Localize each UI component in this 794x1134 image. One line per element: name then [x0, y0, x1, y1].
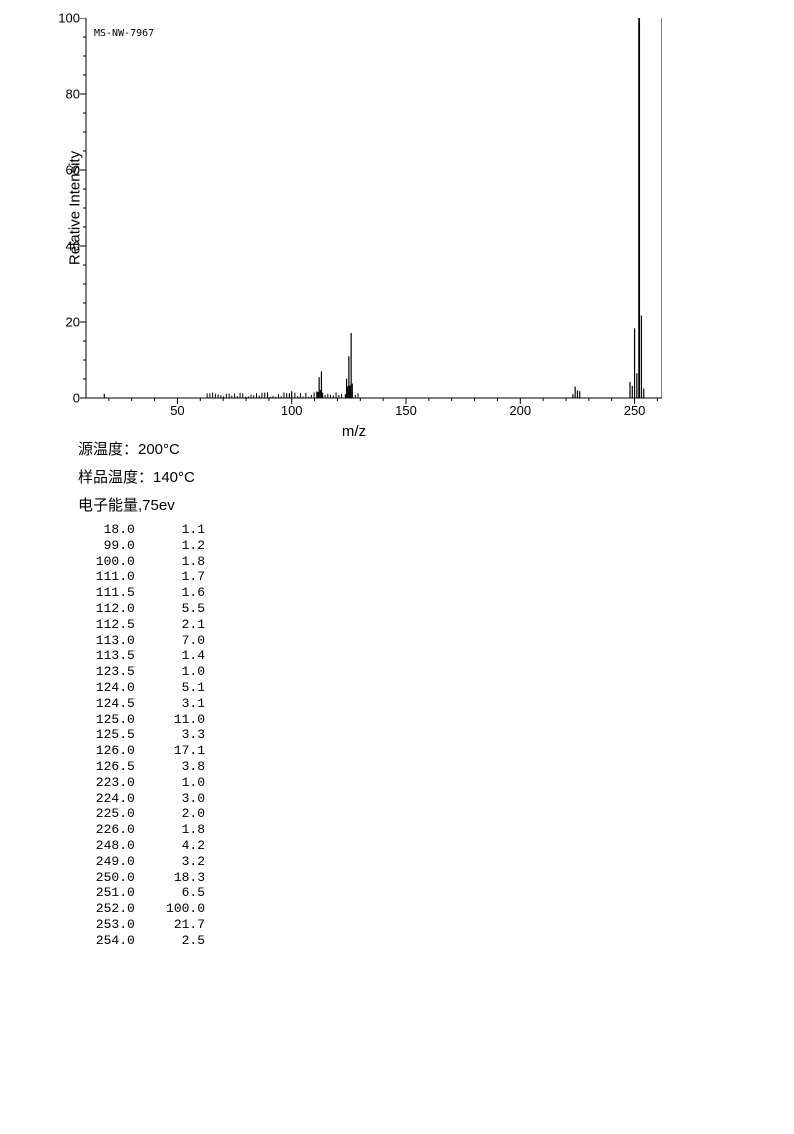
y-tick-label: 20: [66, 315, 80, 330]
x-tick-label: 100: [281, 403, 303, 418]
table-row: 253.0 21.7: [88, 917, 205, 933]
y-tick-label: 40: [66, 239, 80, 254]
table-row: 252.0 100.0: [88, 901, 205, 917]
table-row: 126.0 17.1: [88, 743, 205, 759]
table-row: 254.0 2.5: [88, 933, 205, 949]
spectrum-plot: [46, 18, 662, 418]
y-tick-label: 100: [58, 11, 80, 26]
y-tick-label: 60: [66, 163, 80, 178]
table-row: 225.0 2.0: [88, 806, 205, 822]
table-row: 99.0 1.2: [88, 538, 205, 554]
x-tick-label: 200: [509, 403, 531, 418]
table-row: 250.0 18.3: [88, 870, 205, 886]
x-tick-label: 150: [395, 403, 417, 418]
sample-temp: 样品温度：140°C: [78, 464, 195, 492]
table-row: 124.5 3.1: [88, 696, 205, 712]
table-row: 111.0 1.7: [88, 569, 205, 585]
x-tick-label: 50: [170, 403, 184, 418]
table-row: 249.0 3.2: [88, 854, 205, 870]
x-axis-label: m/z: [342, 423, 366, 440]
y-tick-label: 0: [73, 391, 80, 406]
info-block: 源温度：200°C 样品温度：140°C 电子能量,75ev: [78, 436, 195, 520]
table-row: 224.0 3.0: [88, 791, 205, 807]
source-temp: 源温度：200°C: [78, 436, 195, 464]
table-row: 100.0 1.8: [88, 554, 205, 570]
table-row: 111.5 1.6: [88, 585, 205, 601]
table-row: 248.0 4.2: [88, 838, 205, 854]
peak-data-table: 18.0 1.1 99.0 1.2 100.0 1.8 111.0 1.7 11…: [88, 522, 205, 949]
table-row: 223.0 1.0: [88, 775, 205, 791]
table-row: 112.0 5.5: [88, 601, 205, 617]
y-tick-label: 80: [66, 87, 80, 102]
mass-spectrum-chart: MS-NW-7967 Relative Intensity m/z 020406…: [46, 18, 662, 398]
table-row: 251.0 6.5: [88, 885, 205, 901]
x-tick-label: 250: [624, 403, 646, 418]
table-row: 113.0 7.0: [88, 633, 205, 649]
table-row: 18.0 1.1: [88, 522, 205, 538]
table-row: 124.0 5.1: [88, 680, 205, 696]
electron-energy: 电子能量,75ev: [78, 492, 195, 520]
table-row: 125.5 3.3: [88, 727, 205, 743]
table-row: 123.5 1.0: [88, 664, 205, 680]
table-row: 113.5 1.4: [88, 648, 205, 664]
table-row: 112.5 2.1: [88, 617, 205, 633]
table-row: 226.0 1.8: [88, 822, 205, 838]
table-row: 126.5 3.8: [88, 759, 205, 775]
table-row: 125.0 11.0: [88, 712, 205, 728]
